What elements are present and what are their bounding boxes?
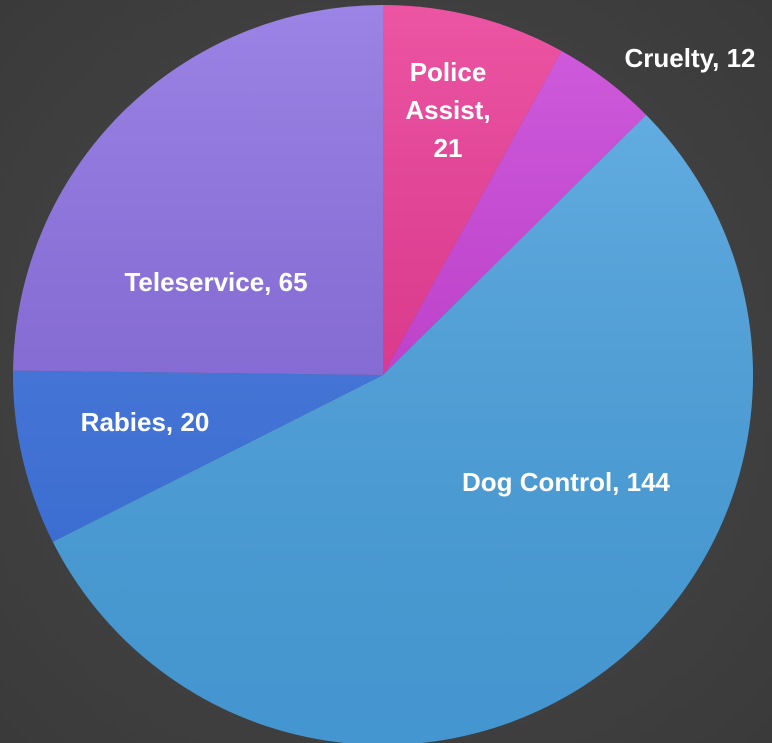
data-label: Rabies, 20 [80,407,210,437]
data-label: Cruelty, 12 [624,43,756,73]
pie-slice [13,5,383,375]
data-label: Dog Control, 144 [461,467,670,497]
data-label: Teleservice, 65 [124,267,308,297]
data-label: Police Assist, 21 [405,57,491,163]
